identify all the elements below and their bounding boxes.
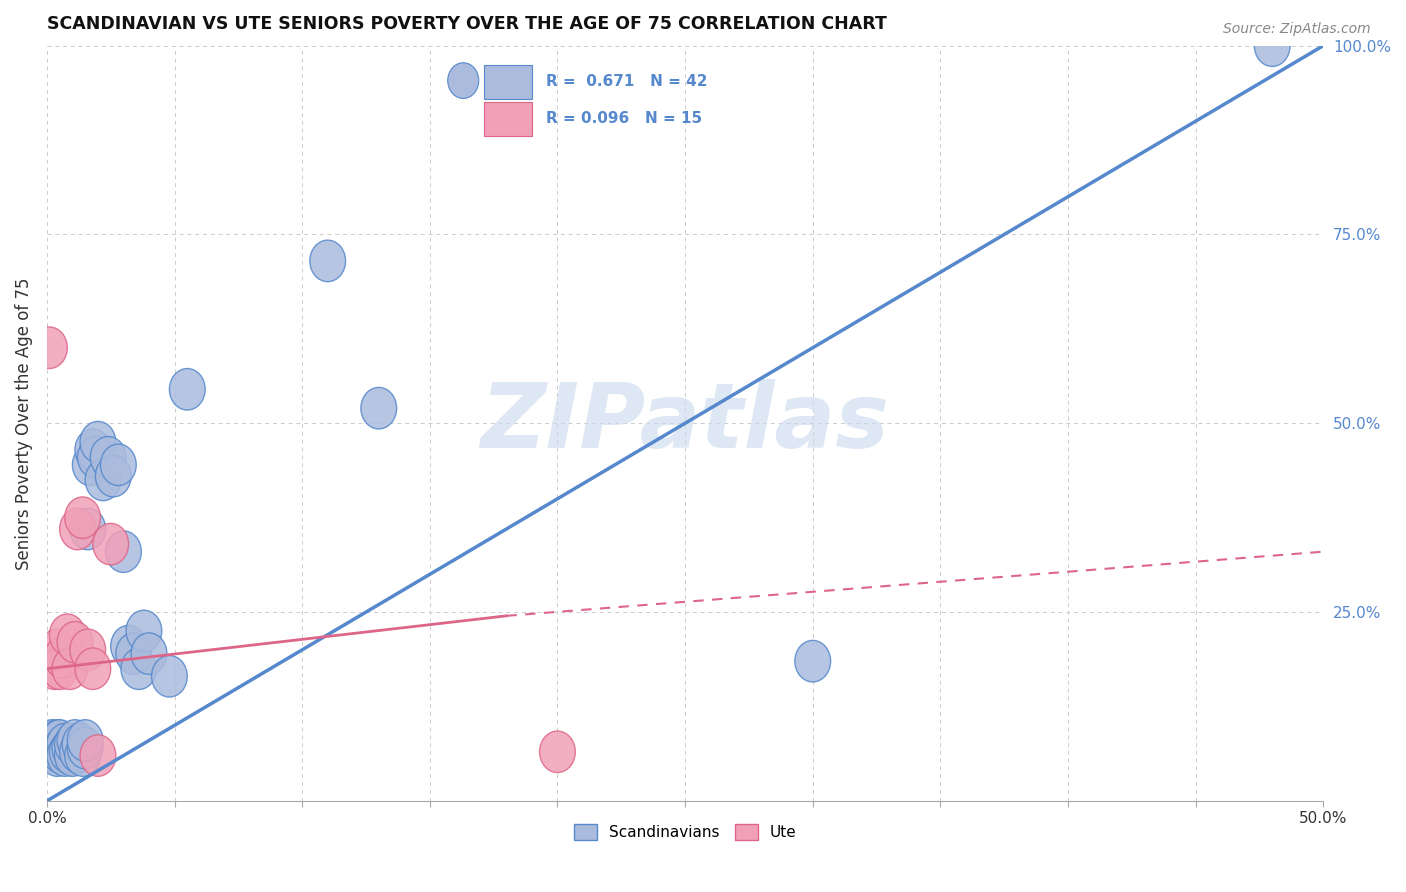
- Ellipse shape: [93, 524, 128, 565]
- Ellipse shape: [49, 731, 86, 772]
- Ellipse shape: [58, 622, 93, 663]
- Ellipse shape: [75, 429, 111, 470]
- Ellipse shape: [169, 368, 205, 410]
- Ellipse shape: [540, 731, 575, 772]
- Ellipse shape: [67, 727, 103, 769]
- Ellipse shape: [39, 720, 75, 761]
- Ellipse shape: [58, 720, 93, 761]
- Ellipse shape: [59, 508, 96, 549]
- Ellipse shape: [45, 637, 80, 678]
- Ellipse shape: [42, 720, 77, 761]
- Ellipse shape: [55, 723, 90, 765]
- Ellipse shape: [96, 456, 131, 497]
- Ellipse shape: [65, 735, 100, 776]
- Y-axis label: Seniors Poverty Over the Age of 75: Seniors Poverty Over the Age of 75: [15, 277, 32, 569]
- Ellipse shape: [131, 632, 167, 674]
- Ellipse shape: [39, 629, 75, 671]
- Ellipse shape: [31, 723, 67, 765]
- Ellipse shape: [65, 497, 100, 539]
- Ellipse shape: [46, 735, 83, 776]
- Ellipse shape: [49, 614, 86, 656]
- Ellipse shape: [1254, 25, 1291, 66]
- Ellipse shape: [77, 436, 114, 478]
- Ellipse shape: [46, 723, 83, 765]
- Ellipse shape: [42, 648, 77, 690]
- Ellipse shape: [115, 632, 152, 674]
- Ellipse shape: [39, 735, 75, 776]
- Ellipse shape: [73, 444, 108, 485]
- Ellipse shape: [55, 735, 90, 776]
- Ellipse shape: [59, 731, 96, 772]
- Ellipse shape: [80, 735, 115, 776]
- Ellipse shape: [90, 436, 127, 478]
- Ellipse shape: [52, 648, 87, 690]
- Ellipse shape: [45, 727, 80, 769]
- Ellipse shape: [86, 459, 121, 500]
- Ellipse shape: [127, 610, 162, 652]
- Text: ZIPatlas: ZIPatlas: [481, 379, 890, 467]
- Ellipse shape: [105, 531, 142, 573]
- Ellipse shape: [37, 648, 73, 690]
- Legend: Scandinavians, Ute: Scandinavians, Ute: [568, 818, 803, 847]
- Ellipse shape: [152, 656, 187, 697]
- Ellipse shape: [111, 625, 146, 667]
- Ellipse shape: [52, 727, 87, 769]
- Ellipse shape: [794, 640, 831, 681]
- Ellipse shape: [361, 387, 396, 429]
- Ellipse shape: [67, 720, 103, 761]
- Ellipse shape: [75, 648, 111, 690]
- Ellipse shape: [80, 421, 115, 463]
- Text: Source: ZipAtlas.com: Source: ZipAtlas.com: [1223, 22, 1371, 37]
- Ellipse shape: [309, 240, 346, 282]
- Ellipse shape: [70, 629, 105, 671]
- Ellipse shape: [100, 444, 136, 485]
- Ellipse shape: [62, 723, 98, 765]
- Ellipse shape: [37, 731, 73, 772]
- Ellipse shape: [70, 508, 105, 549]
- Text: SCANDINAVIAN VS UTE SENIORS POVERTY OVER THE AGE OF 75 CORRELATION CHART: SCANDINAVIAN VS UTE SENIORS POVERTY OVER…: [46, 15, 887, 33]
- Ellipse shape: [31, 327, 67, 368]
- Ellipse shape: [121, 648, 156, 690]
- Ellipse shape: [37, 723, 73, 765]
- Ellipse shape: [34, 720, 70, 761]
- Ellipse shape: [42, 731, 77, 772]
